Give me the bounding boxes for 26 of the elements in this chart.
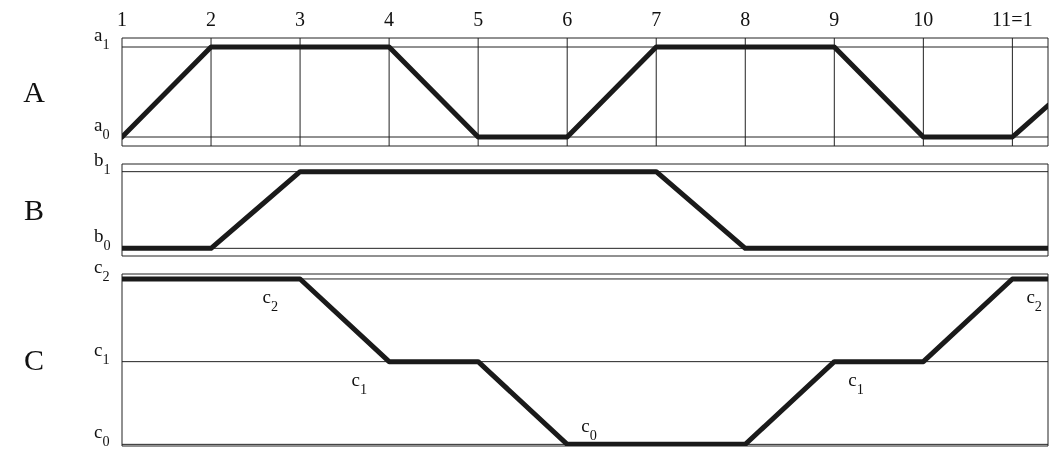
- annotation: c$_{1}$: [848, 368, 864, 397]
- y-tick-label: c$_{0}$: [94, 421, 110, 450]
- y-axis-title: B: [23, 193, 45, 226]
- x-tick-label: 6: [562, 8, 573, 30]
- y-axis-title: C: [23, 343, 45, 376]
- annotation: c$_{2}$: [262, 285, 279, 314]
- y-tick-label: c$_{2}$: [94, 255, 110, 284]
- x-tick-label: 11=1: [992, 8, 1033, 30]
- y-tick-label: c$_{1}$: [94, 338, 110, 367]
- x-tick-label: 5: [473, 8, 484, 30]
- x-tick-label: 2: [206, 8, 217, 30]
- annotation: c$_{2}$: [1026, 285, 1042, 314]
- y-tick-label: b$_{0}$: [94, 225, 111, 254]
- x-tick-label: 9: [829, 8, 840, 30]
- annotation: c$_{0}$: [581, 415, 597, 444]
- y-axis-title: A: [23, 75, 46, 108]
- y-tick-label: a$_{1}$: [94, 24, 110, 52]
- x-tick-label: 1: [117, 8, 127, 30]
- x-tick-label: 3: [295, 8, 306, 30]
- x-tick-label: 8: [740, 8, 751, 30]
- x-tick-label: 10: [913, 8, 934, 30]
- x-tick-label: 4: [384, 8, 395, 30]
- annotation: c$_{1}$: [351, 368, 368, 397]
- y-tick-label: b$_{1}$: [94, 148, 111, 177]
- x-tick-label: 7: [651, 8, 662, 30]
- y-tick-label: a$_{0}$: [94, 114, 110, 142]
